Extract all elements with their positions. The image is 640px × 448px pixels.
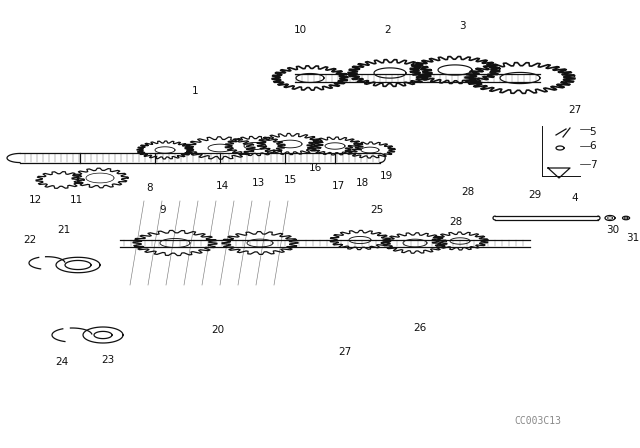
Text: 24: 24 bbox=[56, 357, 68, 367]
Text: 18: 18 bbox=[355, 178, 369, 188]
Text: 4: 4 bbox=[572, 193, 579, 203]
Text: 14: 14 bbox=[216, 181, 228, 191]
Text: 10: 10 bbox=[293, 25, 307, 35]
Text: 27: 27 bbox=[568, 105, 582, 115]
Text: 30: 30 bbox=[607, 225, 620, 235]
Text: 28: 28 bbox=[449, 217, 463, 227]
Text: 25: 25 bbox=[371, 205, 383, 215]
Text: 26: 26 bbox=[413, 323, 427, 333]
Text: 22: 22 bbox=[24, 235, 36, 245]
Text: 28: 28 bbox=[461, 187, 475, 197]
Text: 23: 23 bbox=[101, 355, 115, 365]
Text: 9: 9 bbox=[160, 205, 166, 215]
Text: 17: 17 bbox=[332, 181, 344, 191]
Text: 13: 13 bbox=[252, 178, 264, 188]
Text: 3: 3 bbox=[459, 21, 465, 31]
Text: 11: 11 bbox=[69, 195, 83, 205]
Text: 12: 12 bbox=[28, 195, 42, 205]
Text: 2: 2 bbox=[385, 25, 391, 35]
Text: 16: 16 bbox=[308, 163, 322, 173]
Text: 8: 8 bbox=[147, 183, 154, 193]
Text: 1: 1 bbox=[192, 86, 198, 96]
Text: 27: 27 bbox=[339, 347, 351, 357]
Text: 7: 7 bbox=[589, 160, 596, 170]
Text: 20: 20 bbox=[211, 325, 225, 335]
Text: 6: 6 bbox=[589, 141, 596, 151]
Text: 15: 15 bbox=[284, 175, 296, 185]
Text: 19: 19 bbox=[380, 171, 392, 181]
Text: CC003C13: CC003C13 bbox=[514, 416, 561, 426]
Text: 5: 5 bbox=[589, 127, 596, 137]
Text: 29: 29 bbox=[529, 190, 541, 200]
Text: 31: 31 bbox=[627, 233, 639, 243]
Text: 21: 21 bbox=[58, 225, 70, 235]
